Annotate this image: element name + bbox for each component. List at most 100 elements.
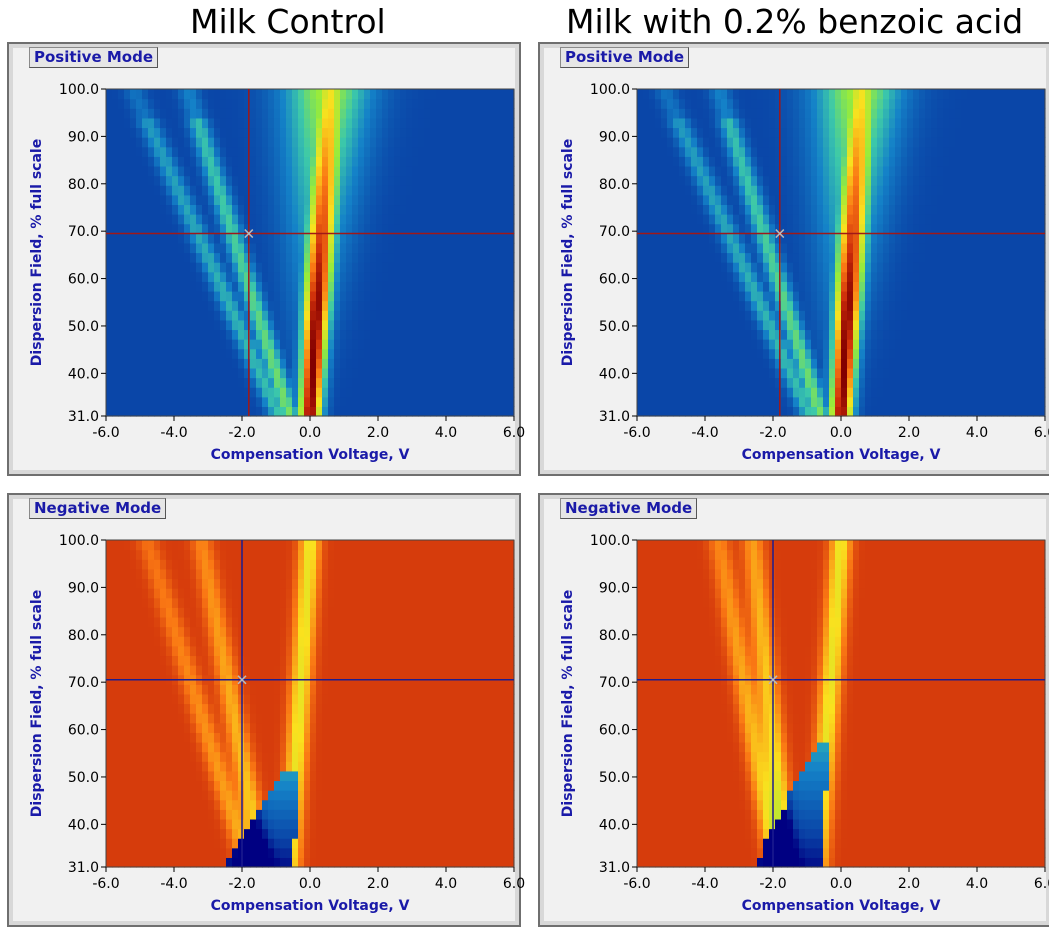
heatmap-cell [991,397,998,407]
heatmap-cell [727,310,734,320]
heatmap-cell [436,301,443,311]
heatmap-cell [394,243,401,253]
heatmap-cell [112,752,119,762]
heatmap-cell [454,291,461,301]
heatmap-cell [232,176,239,186]
heatmap-cell [346,243,353,253]
heatmap-cell [190,127,197,137]
heatmap-cell [949,233,956,243]
heatmap-cell [316,224,323,234]
heatmap-cell [991,368,998,378]
heatmap-cell [1015,147,1022,157]
heatmap-cell [436,89,443,99]
heatmap-cell [298,272,305,282]
heatmap-cell [424,378,431,388]
heatmap-cell [388,320,395,330]
heatmap-cell [238,349,245,359]
heatmap-cell [310,176,317,186]
heatmap-cell [118,723,125,733]
heatmap-cell [841,137,848,147]
heatmap-cell [292,406,299,416]
heatmap-cell [985,108,992,118]
heatmap-cell [847,397,854,407]
heatmap-cell [328,349,335,359]
heatmap-cell [460,156,467,166]
heatmap-cell [160,176,167,186]
heatmap-cell [985,147,992,157]
heatmap-cell [340,233,347,243]
heatmap-cell [907,89,914,99]
heatmap-cell [298,127,305,137]
heatmap-cell [841,224,848,234]
heatmap-cell [430,176,437,186]
heatmap-cell [673,89,680,99]
heatmap-cell [496,358,503,368]
heatmap-cell [358,108,365,118]
heatmap-cell [907,118,914,128]
heatmap-cell [841,301,848,311]
heatmap-cell [490,320,497,330]
heatmap-cell [799,127,806,137]
heatmap-cell [787,329,794,339]
heatmap-cell [328,137,335,147]
heatmap-cell [160,378,167,388]
heatmap-cell [889,224,896,234]
heatmap-cell [136,233,143,243]
heatmap-cell [757,147,764,157]
heatmap-cell [394,127,401,137]
heatmap-cell [112,89,119,99]
heatmap-cell [124,281,131,291]
heatmap-cell [817,108,824,118]
heatmap-cell [715,243,722,253]
heatmap-cell [412,195,419,205]
heatmap-cell [130,406,137,416]
heatmap-cell [733,397,740,407]
heatmap-cell [136,349,143,359]
heatmap-cell [466,349,473,359]
heatmap-cell [727,243,734,253]
heatmap-cell [130,147,137,157]
heatmap-cell [106,176,113,186]
heatmap-cell [955,291,962,301]
heatmap-cell [382,127,389,137]
heatmap-cell [208,349,215,359]
heatmap-cell [973,224,980,234]
heatmap-cell [502,329,509,339]
heatmap-cell [847,204,854,214]
heatmap-cell [667,368,674,378]
heatmap-cell [877,387,884,397]
heatmap-cell [454,204,461,214]
heatmap-cell [292,291,299,301]
heatmap-cell [142,578,149,588]
heatmap-cell [835,127,842,137]
heatmap-cell [739,339,746,349]
heatmap-cell [1009,262,1016,272]
heatmap-cell [430,156,437,166]
heatmap-cell [817,262,824,272]
heatmap-cell [292,137,299,147]
heatmap-cell [214,89,221,99]
heatmap-cell [979,147,986,157]
heatmap-cell [931,368,938,378]
heatmap-cell [256,108,263,118]
heatmap-cell [148,761,155,771]
heatmap-cell [781,156,788,166]
heatmap-plot[interactable]: -6.0-4.0-2.00.02.04.06.031.040.050.060.0… [540,44,1049,478]
heatmap-cell [238,166,245,176]
heatmap-cell [901,291,908,301]
heatmap-cell [967,301,974,311]
heatmap-cell [1033,339,1040,349]
heatmap-cell [715,253,722,263]
heatmap-cell [883,243,890,253]
heatmap-cell [112,704,119,714]
heatmap-cell [649,137,656,147]
heatmap-cell [763,195,770,205]
heatmap-cell [328,329,335,339]
heatmap-cell [412,166,419,176]
heatmap-cell [388,329,395,339]
heatmap-cell [124,166,131,176]
heatmap-cell [124,320,131,330]
heatmap-cell [1015,272,1022,282]
